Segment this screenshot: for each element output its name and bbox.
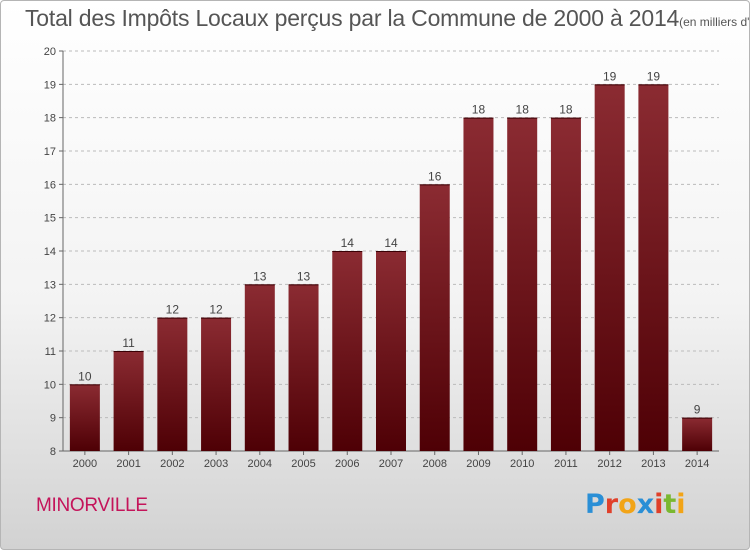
- data-label: 18: [472, 103, 486, 117]
- bar-2011: [550, 117, 581, 452]
- data-labels: 10 11 12 12 13 13 14 14 16 18 18 18 19 19 9: [78, 69, 701, 416]
- data-label: 16: [428, 169, 442, 183]
- data-label: 12: [209, 303, 223, 317]
- data-label: 12: [166, 303, 180, 317]
- bar-2000: [69, 384, 100, 451]
- y-tick-label: 12: [44, 313, 56, 325]
- data-label: 13: [253, 269, 267, 283]
- commune-name: MINORVILLE: [36, 495, 148, 516]
- x-tick-label: 2002: [160, 458, 184, 470]
- y-tick-label: 19: [44, 79, 56, 91]
- x-tick-label: 2003: [204, 458, 228, 470]
- data-label: 14: [384, 236, 398, 250]
- chart-title: Total des Impôts Locaux perçus par la Co…: [25, 5, 680, 31]
- x-tick-label: 2014: [685, 458, 709, 470]
- data-label: 9: [694, 403, 701, 417]
- bar-2003: [201, 317, 232, 451]
- y-tick-label: 14: [44, 246, 56, 258]
- y-tick-label: 10: [44, 379, 56, 391]
- data-label: 19: [603, 69, 617, 83]
- x-tick-label: 2008: [422, 458, 446, 470]
- data-label: 18: [559, 103, 573, 117]
- y-tick-label: 17: [44, 146, 56, 158]
- data-label: 11: [122, 336, 135, 350]
- y-tick-label: 8: [50, 446, 56, 458]
- bar-2008: [419, 184, 450, 452]
- bar-2001: [113, 351, 144, 451]
- bar-2004: [244, 284, 275, 451]
- x-tick-label: 2011: [554, 458, 578, 470]
- y-tick-label: 9: [50, 413, 56, 425]
- x-tick-label: 2009: [466, 458, 490, 470]
- chart-title-block: Total des Impôts Locaux perçus par la Co…: [25, 5, 750, 32]
- data-label: 13: [297, 269, 311, 283]
- x-tick-label: 2013: [641, 458, 665, 470]
- x-tick-label: 2000: [73, 458, 97, 470]
- bar-2002: [157, 317, 188, 451]
- y-tick-label: 16: [44, 179, 56, 191]
- bar-2006: [332, 251, 363, 451]
- y-tick-label: 13: [44, 279, 56, 291]
- x-tick-label: 2001: [116, 458, 140, 470]
- data-label: 14: [341, 236, 355, 250]
- proxiti-logo: Proxiti: [585, 489, 686, 520]
- bar-2012: [594, 84, 625, 451]
- y-tick-label: 20: [44, 46, 56, 58]
- bars: [69, 84, 713, 452]
- bar-2013: [638, 84, 669, 451]
- bar-2005: [288, 284, 319, 451]
- x-tick-label: 2007: [379, 458, 403, 470]
- chart-subtitle: (en milliers d'€): [679, 15, 750, 29]
- bar-2009: [463, 117, 494, 452]
- x-tick-label: 2010: [510, 458, 534, 470]
- y-tick-label: 15: [44, 213, 56, 225]
- y-tick-label: 18: [44, 113, 56, 125]
- x-tick-label: 2005: [291, 458, 315, 470]
- data-label: 18: [516, 103, 530, 117]
- data-label: 10: [78, 369, 92, 383]
- x-tick-label: 2006: [335, 458, 359, 470]
- y-tick-label: 11: [45, 346, 56, 358]
- x-tick-label: 2004: [248, 458, 272, 470]
- bar-2014: [682, 417, 713, 451]
- bar-2010: [507, 117, 538, 452]
- x-tick-label: 2012: [597, 458, 621, 470]
- bar-2007: [376, 251, 406, 451]
- data-label: 19: [647, 69, 661, 83]
